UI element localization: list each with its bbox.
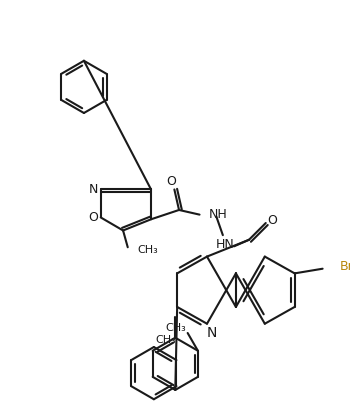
Text: CH₃: CH₃ bbox=[165, 323, 186, 334]
Text: Br: Br bbox=[340, 260, 350, 273]
Text: O: O bbox=[167, 176, 176, 189]
Text: HN: HN bbox=[215, 238, 234, 251]
Text: O: O bbox=[88, 211, 98, 224]
Text: O: O bbox=[267, 214, 277, 227]
Text: N: N bbox=[206, 326, 217, 340]
Text: N: N bbox=[89, 183, 98, 196]
Text: NH: NH bbox=[209, 208, 228, 221]
Text: CH₃: CH₃ bbox=[137, 245, 158, 255]
Text: CH₃: CH₃ bbox=[156, 336, 176, 345]
